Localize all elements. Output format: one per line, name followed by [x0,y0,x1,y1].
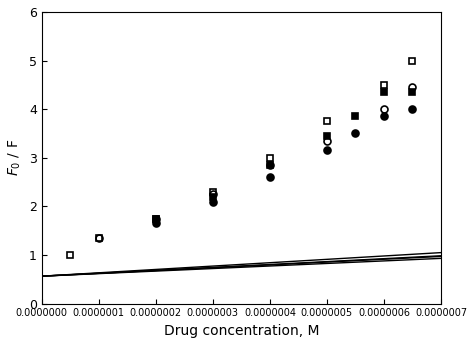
X-axis label: Drug concentration, M: Drug concentration, M [164,324,319,338]
Y-axis label: $F_0$ / F: $F_0$ / F [7,139,23,176]
